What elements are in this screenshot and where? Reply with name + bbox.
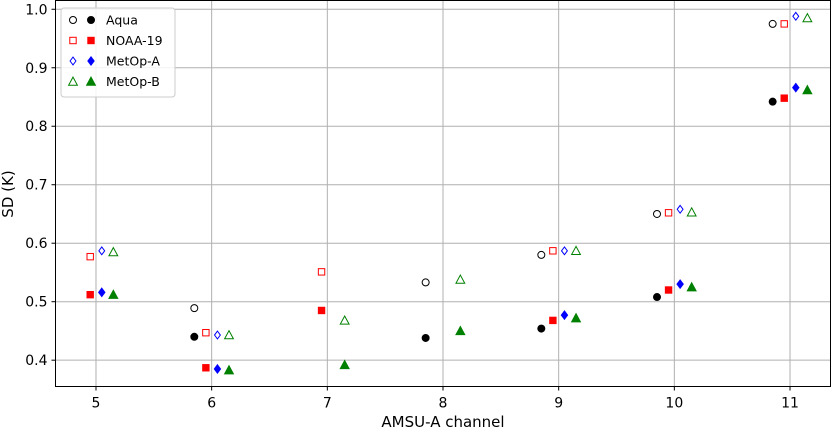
data-points [86, 11, 813, 375]
data-point-open [549, 247, 557, 255]
x-tick-label: 6 [207, 396, 216, 412]
y-tick-label: 0.5 [25, 295, 47, 311]
legend-marker-filled [87, 16, 95, 24]
data-point-filled [223, 364, 235, 375]
legend-marker-filled [87, 36, 95, 45]
legend-entry: MetOp-B [67, 74, 160, 89]
axis-ticks: 5 6 7 8 9 10 11 0.4 0.5 0.6 0.7 0.8 0.9 1.0 [25, 2, 799, 411]
data-point-open [213, 330, 221, 340]
x-axis-label: AMSU-A channel [381, 413, 504, 428]
data-point-filled [792, 82, 800, 93]
data-point-open [676, 204, 684, 215]
legend-marker-filled [85, 76, 97, 86]
data-point-filled [202, 364, 210, 372]
legend-marker-open [69, 16, 77, 24]
legend-entry: Aqua [69, 13, 138, 28]
data-point-open [537, 250, 546, 259]
x-tick-label: 9 [554, 396, 563, 412]
series-aqua [190, 19, 777, 342]
data-point-open [108, 246, 119, 257]
legend-label: MetOp-B [106, 74, 160, 89]
legend-entry: MetOp-A [69, 54, 160, 69]
series-metop-a [97, 11, 800, 374]
y-tick-label: 0.8 [25, 119, 47, 135]
data-point-open [792, 11, 800, 22]
data-point-filled [97, 287, 106, 298]
y-tick-label: 0.9 [25, 61, 47, 77]
x-tick-label: 10 [665, 396, 683, 412]
legend-marker-open [69, 36, 77, 45]
data-point-open [421, 278, 430, 287]
data-point-open [768, 19, 777, 28]
y-axis-label: SD (K) [0, 170, 17, 217]
data-point-open [317, 268, 326, 276]
data-point-filled [549, 316, 557, 325]
data-point-open [98, 246, 106, 256]
data-point-filled [686, 281, 697, 292]
legend-entry: NOAA-19 [69, 33, 163, 48]
data-point-open [223, 329, 235, 340]
data-point-open [664, 209, 673, 217]
data-point-filled [86, 290, 94, 299]
y-tick-label: 0.7 [25, 178, 47, 194]
data-point-open [802, 12, 813, 23]
y-tick-label: 0.4 [25, 353, 47, 369]
legend-marker-open [69, 56, 77, 66]
data-point-filled [190, 332, 199, 341]
data-point-open [686, 206, 697, 217]
legend-label: MetOp-A [106, 54, 160, 69]
data-point-open [339, 314, 350, 325]
data-point-filled [802, 84, 813, 95]
data-point-filled [652, 293, 661, 302]
data-point-filled [768, 97, 777, 106]
legend-box [60, 7, 176, 98]
data-point-open [652, 209, 661, 218]
legend-label: NOAA-19 [106, 33, 163, 48]
data-point-filled [560, 310, 569, 321]
grid-lines [55, 0, 831, 387]
data-point-open [86, 252, 94, 261]
data-point-open [455, 274, 466, 284]
data-point-filled [317, 306, 326, 315]
data-point-filled [676, 279, 684, 290]
data-point-filled [213, 363, 222, 374]
x-tick-label: 5 [92, 396, 101, 412]
data-point-open [202, 328, 210, 337]
series-noaa-19 [86, 20, 788, 372]
data-point-filled [537, 324, 546, 333]
y-tick-label: 1.0 [25, 2, 47, 18]
legend-label: Aqua [106, 13, 138, 28]
x-tick-label: 11 [781, 396, 799, 412]
series-metop-b [108, 12, 813, 375]
data-point-open [570, 245, 582, 256]
data-point-filled [339, 359, 350, 370]
x-tick-label: 7 [323, 396, 332, 412]
legend: Aqua NOAA-19 MetOp-A MetOp-B [60, 7, 176, 98]
data-point-filled [421, 333, 430, 342]
data-point-filled [664, 286, 673, 294]
x-tick-label: 8 [439, 396, 448, 412]
data-point-filled [570, 312, 582, 323]
y-tick-label: 0.6 [25, 236, 47, 252]
data-point-filled [455, 325, 466, 336]
data-point-filled [780, 94, 788, 102]
data-point-filled [108, 289, 119, 299]
legend-marker-open [67, 76, 79, 86]
data-point-open [560, 246, 569, 256]
legend-marker-filled [87, 55, 95, 67]
data-point-open [780, 20, 788, 28]
data-point-open [190, 304, 199, 313]
